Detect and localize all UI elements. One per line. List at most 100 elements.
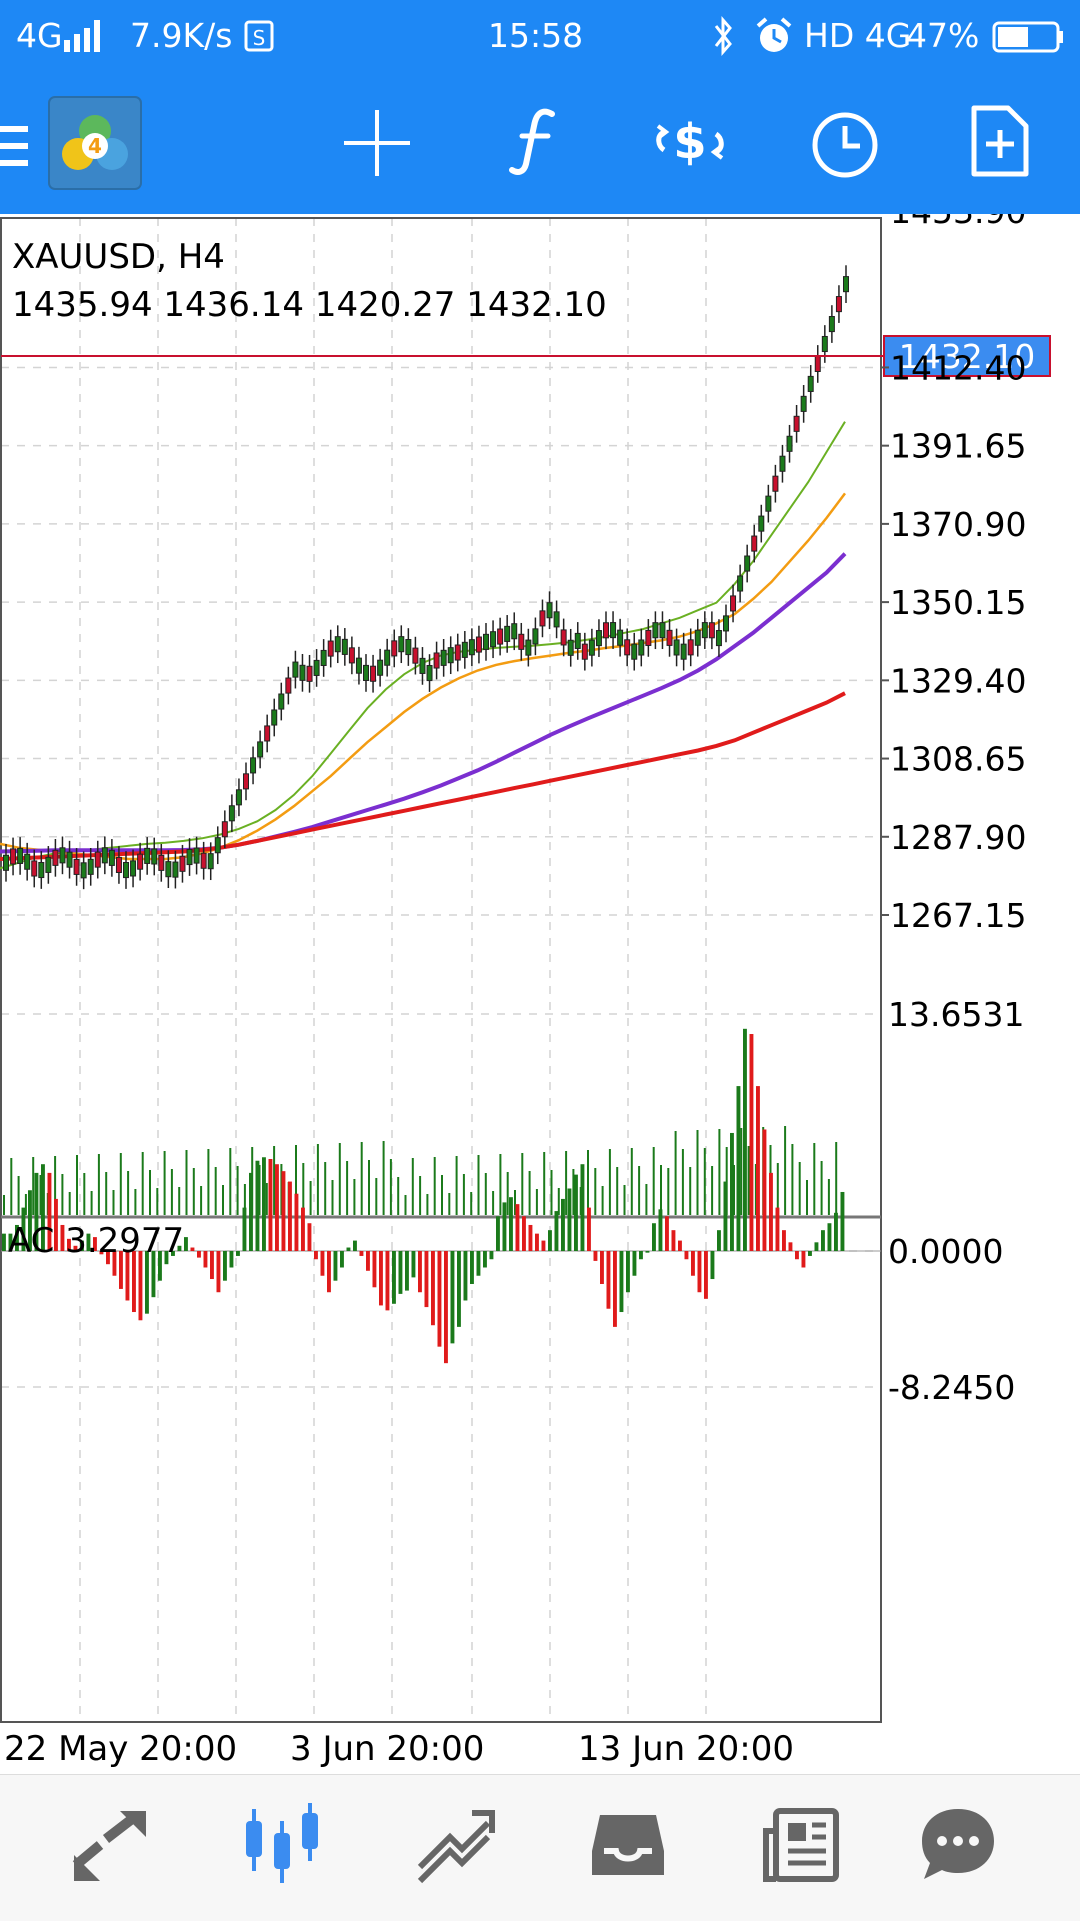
candle-body bbox=[624, 639, 631, 656]
ac-bar bbox=[112, 1251, 117, 1276]
ac-bar bbox=[411, 1251, 416, 1278]
ac-bar bbox=[528, 1224, 533, 1251]
ac-bar bbox=[697, 1251, 702, 1293]
candle-body bbox=[292, 661, 299, 678]
ac-bar bbox=[619, 1251, 624, 1313]
ac-bar bbox=[652, 1223, 656, 1251]
candlesticks bbox=[3, 265, 849, 890]
menu-icon[interactable] bbox=[0, 124, 30, 168]
crosshair-icon[interactable] bbox=[342, 108, 412, 178]
candle-body bbox=[454, 644, 461, 661]
ac-bar bbox=[398, 1251, 403, 1294]
candle-body bbox=[193, 847, 200, 864]
ac-bar bbox=[125, 1251, 130, 1301]
candle-body bbox=[370, 665, 377, 682]
quotes-icon[interactable] bbox=[72, 1811, 148, 1881]
candle-body bbox=[250, 757, 257, 774]
candle-body bbox=[807, 375, 814, 392]
ac-bar bbox=[476, 1251, 481, 1276]
candle-body bbox=[687, 639, 694, 656]
candle-body bbox=[115, 856, 122, 873]
candle-body bbox=[101, 847, 108, 864]
chart-area[interactable]: 1432.10 XAUUSD, H4 1435.94 1436.14 1420.… bbox=[0, 214, 1080, 1774]
ac-bar bbox=[502, 1202, 507, 1251]
trade-icon[interactable] bbox=[416, 1809, 496, 1885]
candle-body bbox=[468, 639, 475, 656]
ac-bar bbox=[2, 1233, 6, 1251]
candle-body bbox=[475, 636, 482, 653]
candle-body bbox=[546, 602, 553, 619]
new-order-icon[interactable] bbox=[970, 104, 1030, 178]
ac-bar bbox=[671, 1230, 676, 1251]
ac-bar bbox=[658, 1209, 663, 1251]
ac-bar bbox=[281, 1171, 286, 1251]
candle-body bbox=[581, 643, 588, 660]
symbols-icon[interactable]: $ bbox=[650, 106, 730, 178]
ohlc-label: 1435.94 1436.14 1420.27 1432.10 bbox=[12, 285, 607, 325]
candle-body bbox=[793, 415, 800, 432]
ac-bar bbox=[834, 1212, 838, 1251]
ac-tick-label: 13.6531 bbox=[888, 995, 1024, 1034]
candle-body bbox=[574, 632, 581, 649]
candle-body bbox=[123, 861, 129, 879]
history-icon[interactable] bbox=[590, 1807, 666, 1883]
candle-body bbox=[80, 862, 87, 879]
candle-body bbox=[228, 805, 235, 822]
candle-body bbox=[758, 515, 765, 532]
candle-body bbox=[588, 639, 595, 656]
ac-bar bbox=[80, 1240, 84, 1251]
price-axis: 1453.90 1412.40 1391.65 1370.90 1350.15 1329.… bbox=[881, 214, 1026, 935]
ac-bar bbox=[782, 1230, 786, 1251]
candle-body bbox=[673, 639, 680, 656]
ac-bar bbox=[593, 1251, 598, 1261]
news-icon[interactable] bbox=[762, 1807, 840, 1883]
candle-body bbox=[45, 856, 52, 873]
ac-bar bbox=[275, 1164, 279, 1251]
ac-bar bbox=[138, 1251, 143, 1321]
ac-bar bbox=[827, 1223, 832, 1251]
price-tick-label: 1453.90 bbox=[890, 214, 1026, 231]
ac-tick-label: -8.2450 bbox=[888, 1368, 1015, 1407]
indicators-icon[interactable] bbox=[508, 106, 564, 176]
ac-bar bbox=[509, 1197, 513, 1251]
chat-icon[interactable] bbox=[918, 1805, 998, 1885]
bluetooth-icon bbox=[714, 16, 732, 56]
candle-body bbox=[539, 610, 546, 627]
candle-body bbox=[835, 296, 842, 313]
volume-bars bbox=[3, 1126, 838, 1215]
toolbar: 4 $ bbox=[0, 76, 1080, 214]
candle-body bbox=[821, 335, 828, 353]
ac-axis: 13.6531 0.0000 -8.2450 bbox=[888, 995, 1024, 1407]
timeframe-icon[interactable] bbox=[810, 110, 880, 180]
symbol-label: XAUUSD, H4 bbox=[12, 237, 225, 277]
metatrader-logo[interactable]: 4 bbox=[48, 96, 142, 190]
ac-bar bbox=[177, 1245, 182, 1251]
ac-bar bbox=[645, 1251, 650, 1253]
ac-bar bbox=[418, 1251, 422, 1293]
ac-bar bbox=[60, 1224, 65, 1251]
ac-histogram bbox=[1, 1028, 881, 1364]
ac-bar bbox=[801, 1251, 806, 1268]
ac-bar bbox=[561, 1198, 565, 1251]
ac-bar bbox=[99, 1251, 104, 1255]
chart-tab-icon[interactable] bbox=[240, 1803, 324, 1885]
ac-bar bbox=[574, 1174, 578, 1251]
ac-bar bbox=[632, 1251, 637, 1276]
candle-body bbox=[17, 847, 24, 864]
candle-body bbox=[553, 611, 560, 628]
ac-bar bbox=[164, 1251, 169, 1265]
ac-bar bbox=[489, 1251, 494, 1260]
ac-bar bbox=[93, 1237, 97, 1251]
candle-body bbox=[772, 475, 779, 492]
ac-bar bbox=[106, 1251, 110, 1265]
candle-body bbox=[108, 849, 115, 866]
candle-body bbox=[603, 622, 609, 639]
candle-body bbox=[751, 535, 758, 552]
candle-body bbox=[59, 847, 66, 864]
ac-bar bbox=[684, 1251, 689, 1260]
ac-bar bbox=[736, 1086, 741, 1251]
ac-tick-label: 0.0000 bbox=[888, 1232, 1003, 1271]
candle-body bbox=[708, 622, 715, 639]
candle-body bbox=[680, 643, 687, 660]
candle-body bbox=[38, 861, 45, 879]
